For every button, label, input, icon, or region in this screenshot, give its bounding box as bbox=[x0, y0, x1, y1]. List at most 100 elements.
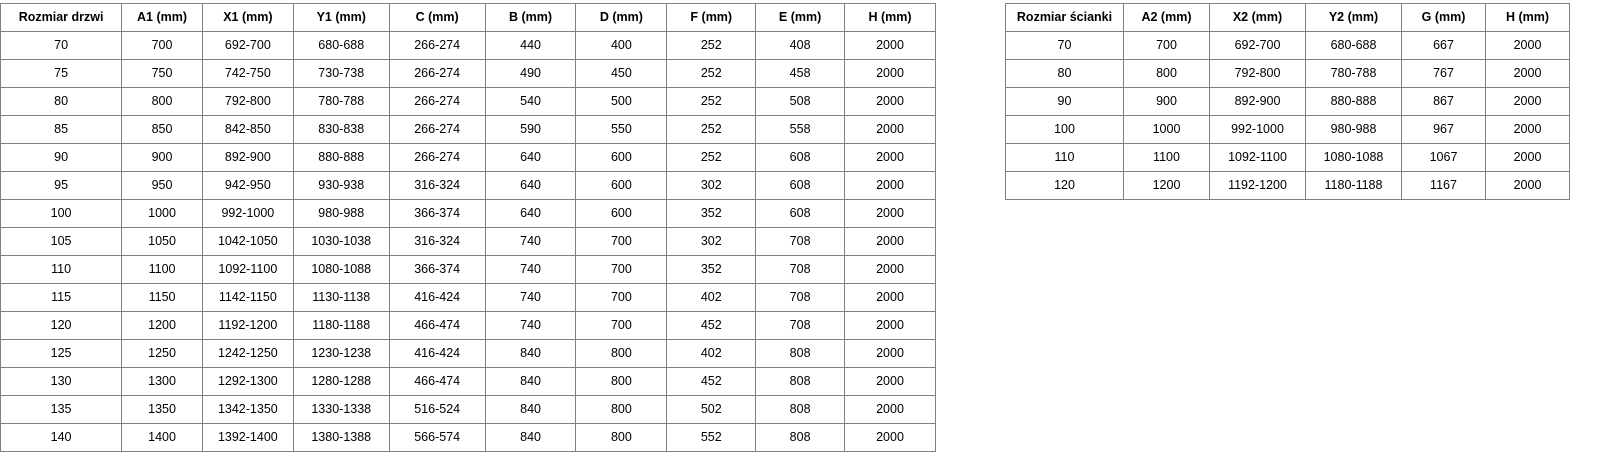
table-row: 100 1000 992-1000 980-988 967 2000 bbox=[1005, 115, 1570, 144]
table-cell: 125 bbox=[0, 339, 123, 368]
table-cell: 708 bbox=[755, 227, 846, 256]
table-cell: 700 bbox=[1123, 31, 1210, 60]
table-cell: 366-374 bbox=[388, 255, 486, 284]
table-cell: 2000 bbox=[1485, 59, 1570, 88]
table-cell: 800 bbox=[121, 87, 203, 116]
table-cell: 502 bbox=[666, 395, 757, 424]
table-cell: 2000 bbox=[844, 339, 936, 368]
table-cell: 730-738 bbox=[292, 59, 390, 88]
table-header-row: Rozmiar ścianki A2 (mm) X2 (mm) Y2 (mm) … bbox=[1005, 3, 1570, 32]
table-cell: 2000 bbox=[844, 199, 936, 228]
table-cell: 930-938 bbox=[292, 171, 390, 200]
table-cell: 692-700 bbox=[1209, 31, 1306, 60]
table-cell: 850 bbox=[121, 115, 203, 144]
table-cell: 1092-1100 bbox=[201, 255, 294, 284]
table-cell: 708 bbox=[755, 255, 846, 284]
table-cell: 700 bbox=[575, 311, 668, 340]
table-cell: 1250 bbox=[121, 339, 203, 368]
table-cell: 2000 bbox=[844, 283, 936, 312]
table-cell: 700 bbox=[121, 31, 203, 60]
table-cell: 600 bbox=[575, 143, 668, 172]
table-cell: 800 bbox=[575, 395, 668, 424]
table-cell: 135 bbox=[0, 395, 123, 424]
table-cell: 600 bbox=[575, 171, 668, 200]
doors-dimension-table-container: Rozmiar drzwi A1 (mm) X1 (mm) Y1 (mm) C … bbox=[0, 3, 936, 452]
table-cell: 1150 bbox=[121, 283, 203, 312]
column-header-c: C (mm) bbox=[388, 3, 486, 32]
table-cell: 2000 bbox=[844, 59, 936, 88]
column-header-e: E (mm) bbox=[755, 3, 846, 32]
table-cell: 708 bbox=[755, 311, 846, 340]
table-cell: 750 bbox=[121, 59, 203, 88]
table-cell: 980-988 bbox=[292, 199, 390, 228]
table-row: 115 1150 1142-1150 1130-1138 416-424 740 700 40… bbox=[0, 283, 936, 312]
table-cell: 700 bbox=[575, 255, 668, 284]
table-cell: 1292-1300 bbox=[201, 367, 294, 396]
table-row: 75 750 742-750 730-738 266-274 490 450 252 458 20… bbox=[0, 59, 936, 88]
walls-dimension-table: Rozmiar ścianki A2 (mm) X2 (mm) Y2 (mm) … bbox=[1005, 3, 1570, 200]
table-cell: 302 bbox=[666, 227, 757, 256]
table-cell: 266-274 bbox=[388, 31, 486, 60]
table-row: 80 800 792-800 780-788 767 2000 bbox=[1005, 59, 1570, 88]
table-cell: 800 bbox=[575, 367, 668, 396]
column-header-b: B (mm) bbox=[484, 3, 577, 32]
table-cell: 1192-1200 bbox=[201, 311, 294, 340]
table-cell: 808 bbox=[755, 367, 846, 396]
table-cell: 692-700 bbox=[201, 31, 294, 60]
table-cell: 352 bbox=[666, 199, 757, 228]
column-header-g: G (mm) bbox=[1401, 3, 1486, 32]
column-header-h: H (mm) bbox=[844, 3, 936, 32]
table-cell: 800 bbox=[1123, 59, 1210, 88]
table-row: 70 700 692-700 680-688 667 2000 bbox=[1005, 31, 1570, 60]
table-cell: 302 bbox=[666, 171, 757, 200]
table-cell: 416-424 bbox=[388, 283, 486, 312]
table-cell: 266-274 bbox=[388, 87, 486, 116]
table-cell: 90 bbox=[1005, 87, 1124, 116]
table-cell: 1142-1150 bbox=[201, 283, 294, 312]
walls-table-head: Rozmiar ścianki A2 (mm) X2 (mm) Y2 (mm) … bbox=[1005, 3, 1570, 32]
table-cell: 780-788 bbox=[292, 87, 390, 116]
table-cell: 767 bbox=[1401, 59, 1486, 88]
table-cell: 1200 bbox=[1123, 171, 1210, 200]
table-row: 100 1000 992-1000 980-988 366-374 640 600 352 60… bbox=[0, 199, 936, 228]
table-cell: 892-900 bbox=[1209, 87, 1306, 116]
table-row: 90 900 892-900 880-888 867 2000 bbox=[1005, 87, 1570, 116]
table-cell: 120 bbox=[1005, 171, 1124, 200]
table-cell: 266-274 bbox=[388, 143, 486, 172]
table-cell: 842-850 bbox=[201, 115, 294, 144]
column-header-h: H (mm) bbox=[1485, 3, 1570, 32]
table-cell: 416-424 bbox=[388, 339, 486, 368]
table-cell: 452 bbox=[666, 311, 757, 340]
table-cell: 640 bbox=[484, 199, 577, 228]
table-cell: 252 bbox=[666, 31, 757, 60]
table-cell: 252 bbox=[666, 59, 757, 88]
table-cell: 252 bbox=[666, 115, 757, 144]
table-row: 95 950 942-950 930-938 316-324 640 600 302 608 20… bbox=[0, 171, 936, 200]
table-cell: 992-1000 bbox=[201, 199, 294, 228]
table-cell: 110 bbox=[0, 255, 123, 284]
table-cell: 1392-1400 bbox=[201, 423, 294, 452]
table-cell: 942-950 bbox=[201, 171, 294, 200]
table-cell: 708 bbox=[755, 283, 846, 312]
table-cell: 2000 bbox=[844, 31, 936, 60]
table-cell: 840 bbox=[484, 367, 577, 396]
doors-table-head: Rozmiar drzwi A1 (mm) X1 (mm) Y1 (mm) C … bbox=[0, 3, 936, 32]
column-header-rozmiar-drzwi: Rozmiar drzwi bbox=[0, 3, 123, 32]
table-cell: 1050 bbox=[121, 227, 203, 256]
table-cell: 552 bbox=[666, 423, 757, 452]
table-cell: 466-474 bbox=[388, 311, 486, 340]
table-cell: 316-324 bbox=[388, 227, 486, 256]
table-cell: 402 bbox=[666, 283, 757, 312]
table-cell: 740 bbox=[484, 227, 577, 256]
table-cell: 2000 bbox=[1485, 143, 1570, 172]
table-cell: 266-274 bbox=[388, 115, 486, 144]
table-row: 85 850 842-850 830-838 266-274 590 550 252 558 20… bbox=[0, 115, 936, 144]
table-cell: 100 bbox=[1005, 115, 1124, 144]
table-cell: 1080-1088 bbox=[292, 255, 390, 284]
table-cell: 1092-1100 bbox=[1209, 143, 1306, 172]
table-row: 135 1350 1342-1350 1330-1338 516-524 840 800 50… bbox=[0, 395, 936, 424]
table-row: 105 1050 1042-1050 1030-1038 316-324 740 700 30… bbox=[0, 227, 936, 256]
doors-dimension-table: Rozmiar drzwi A1 (mm) X1 (mm) Y1 (mm) C … bbox=[0, 3, 936, 452]
walls-table-body: 70 700 692-700 680-688 667 2000 80 800 792-800 78… bbox=[1005, 31, 1570, 200]
